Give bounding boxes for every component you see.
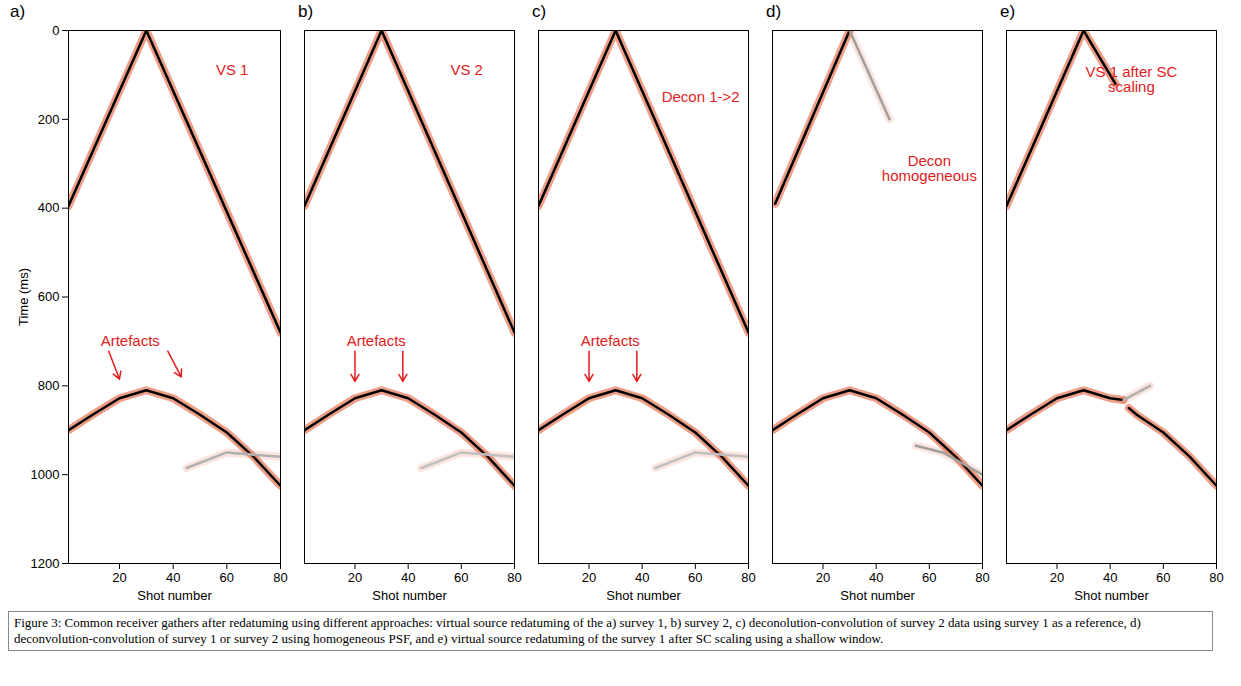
- svg-text:VS 2: VS 2: [450, 61, 483, 78]
- svg-text:800: 800: [38, 378, 60, 393]
- svg-text:400: 400: [38, 200, 60, 215]
- svg-text:20: 20: [582, 570, 596, 585]
- svg-text:60: 60: [688, 570, 702, 585]
- svg-text:VS 1 after SCscaling: VS 1 after SCscaling: [1086, 63, 1178, 95]
- svg-text:40: 40: [635, 570, 649, 585]
- svg-text:80: 80: [975, 570, 989, 585]
- svg-text:60: 60: [454, 570, 468, 585]
- svg-text:20: 20: [816, 570, 830, 585]
- svg-text:VS 1: VS 1: [216, 61, 249, 78]
- svg-text:600: 600: [38, 289, 60, 304]
- html-text:b): b): [298, 2, 314, 21]
- svg-text:60: 60: [922, 570, 936, 585]
- svg-text:Shot number: Shot number: [840, 588, 915, 603]
- html-text:d): d): [766, 2, 782, 21]
- svg-text:0: 0: [52, 23, 59, 38]
- svg-text:20: 20: [112, 570, 126, 585]
- svg-text:1200: 1200: [31, 556, 60, 571]
- svg-text:40: 40: [869, 570, 883, 585]
- svg-text:80: 80: [273, 570, 287, 585]
- html-text:e): e): [1000, 2, 1016, 21]
- svg-text:Time (ms): Time (ms): [16, 268, 31, 326]
- svg-text:Deconhomogeneous: Deconhomogeneous: [882, 151, 977, 183]
- svg-text:40: 40: [166, 570, 180, 585]
- svg-text:40: 40: [401, 570, 415, 585]
- svg-text:Shot number: Shot number: [1074, 588, 1149, 603]
- svg-text:Shot number: Shot number: [372, 588, 447, 603]
- html-text:Figure 3: Common receiver gath: Figure 3: Common receiver gathers after …: [14, 615, 1141, 646]
- svg-text:80: 80: [1209, 570, 1223, 585]
- svg-text:Shot number: Shot number: [137, 588, 212, 603]
- svg-text:Shot number: Shot number: [606, 588, 681, 603]
- svg-text:80: 80: [507, 570, 521, 585]
- svg-text:Artefacts: Artefacts: [581, 332, 640, 349]
- svg-text:20: 20: [348, 570, 362, 585]
- html-text:a): a): [10, 2, 26, 21]
- svg-text:1000: 1000: [31, 467, 60, 482]
- svg-text:80: 80: [741, 570, 755, 585]
- svg-text:Artefacts: Artefacts: [101, 332, 160, 349]
- svg-text:200: 200: [38, 111, 60, 126]
- svg-text:Artefacts: Artefacts: [347, 332, 406, 349]
- html-text:c): c): [532, 2, 547, 21]
- svg-text:60: 60: [220, 570, 234, 585]
- svg-text:20: 20: [1050, 570, 1064, 585]
- svg-text:40: 40: [1103, 570, 1117, 585]
- svg-text:Decon 1->2: Decon 1->2: [662, 88, 740, 105]
- svg-text:60: 60: [1156, 570, 1170, 585]
